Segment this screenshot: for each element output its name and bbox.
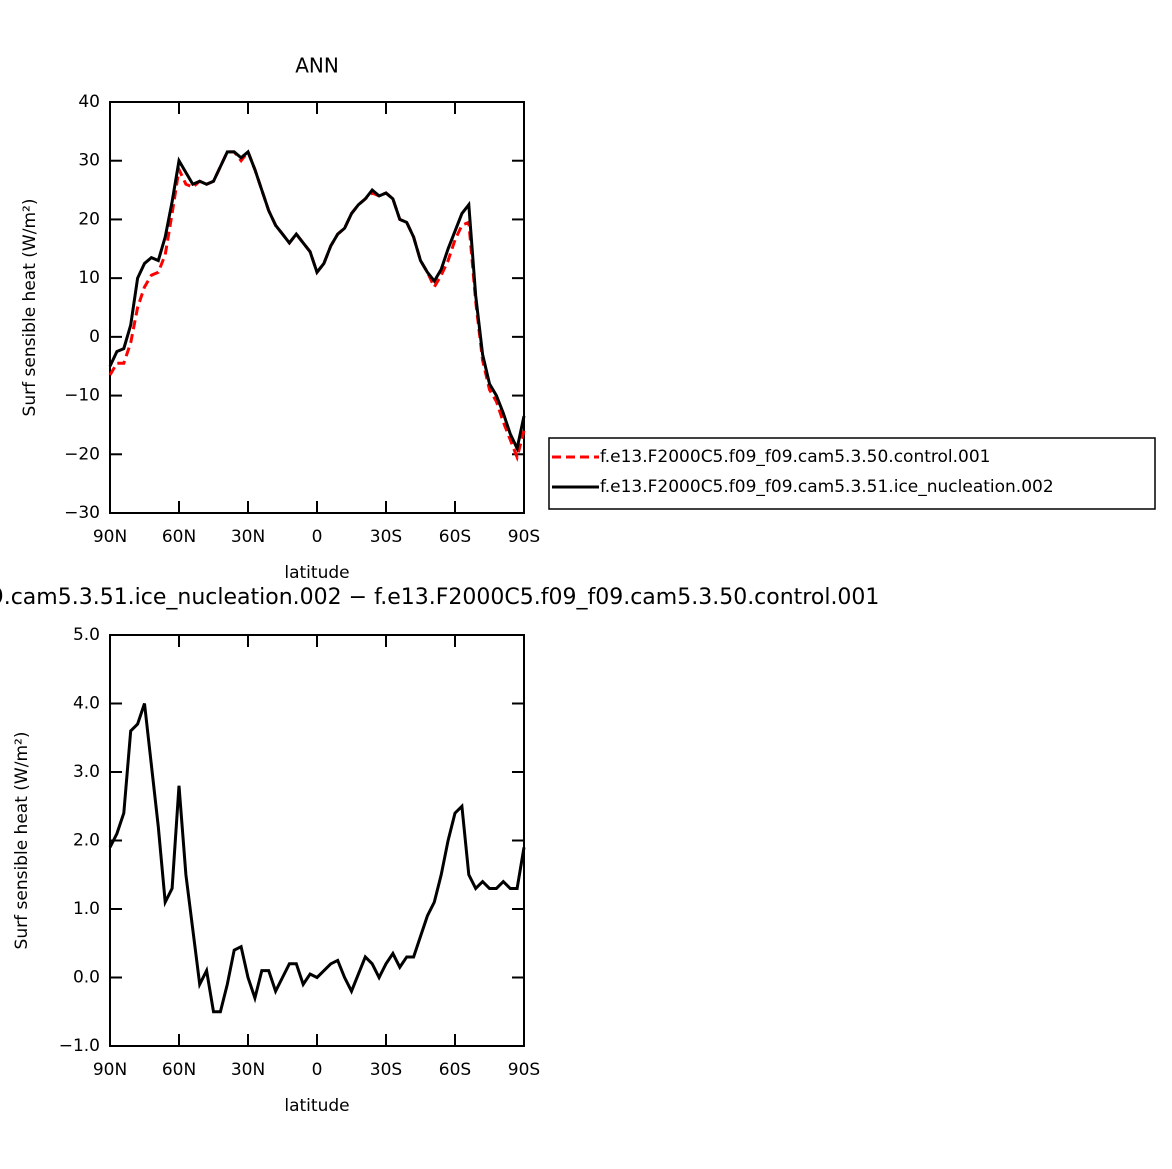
- x-tick-label: 30N: [231, 527, 265, 547]
- x-tick-label: 30S: [370, 527, 402, 547]
- y-tick-label: 0.0: [73, 968, 100, 988]
- data-line: [108, 703, 526, 1014]
- x-tick-label: 90S: [508, 527, 540, 547]
- legend-label: f.e13.F2000C5.f09_f09.cam5.3.51.ice_nucl…: [600, 477, 1054, 497]
- chart-title: ANN: [295, 54, 339, 78]
- y-axis-label: Surf sensible heat (W/m²): [12, 732, 32, 950]
- legend-box: [548, 437, 1156, 510]
- x-tick-label: 60N: [162, 527, 196, 547]
- plot-frame: [109, 634, 525, 1047]
- y-tick-label: 1.0: [73, 899, 100, 919]
- data-line: [108, 149, 526, 454]
- y-tick-label: −10: [64, 386, 100, 406]
- y-tick-label: 0: [89, 327, 100, 347]
- x-tick-label: 60S: [439, 527, 471, 547]
- y-tick-label: 2.0: [73, 831, 100, 851]
- x-tick-label: 90N: [93, 1060, 127, 1080]
- x-tick-label: 0: [312, 1060, 323, 1080]
- plot-frame: [109, 101, 525, 514]
- y-tick-label: 40: [78, 92, 100, 112]
- x-tick-label: 90N: [93, 527, 127, 547]
- x-tick-label: 30N: [231, 1060, 265, 1080]
- x-axis-label: latitude: [284, 563, 349, 583]
- x-axis-label: latitude: [284, 1096, 349, 1116]
- y-tick-label: 20: [78, 209, 100, 229]
- x-tick-label: 0: [312, 527, 323, 547]
- x-tick-label: 30S: [370, 1060, 402, 1080]
- x-tick-label: 60N: [162, 1060, 196, 1080]
- y-tick-label: −20: [64, 444, 100, 464]
- y-tick-label: −30: [64, 503, 100, 523]
- legend-label: f.e13.F2000C5.f09_f09.cam5.3.50.control.…: [600, 447, 991, 467]
- chart-title: f.e13.F2000C5.f09_f09.cam5.3.51.ice_nucl…: [0, 585, 879, 610]
- y-axis-label: Surf sensible heat (W/m²): [20, 199, 40, 417]
- y-tick-label: 4.0: [73, 694, 100, 714]
- y-tick-label: 3.0: [73, 762, 100, 782]
- x-tick-label: 60S: [439, 1060, 471, 1080]
- y-tick-label: −1.0: [59, 1036, 100, 1056]
- y-tick-label: 10: [78, 268, 100, 288]
- x-tick-label: 90S: [508, 1060, 540, 1080]
- y-tick-label: 30: [78, 151, 100, 171]
- y-tick-label: 5.0: [73, 625, 100, 645]
